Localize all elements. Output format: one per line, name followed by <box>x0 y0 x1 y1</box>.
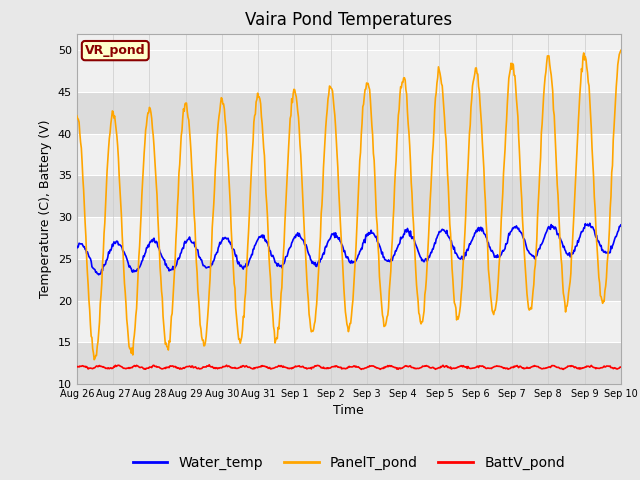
Bar <box>77 217 621 259</box>
Bar <box>77 175 621 217</box>
X-axis label: Time: Time <box>333 405 364 418</box>
Text: VR_pond: VR_pond <box>85 44 145 57</box>
Title: Vaira Pond Temperatures: Vaira Pond Temperatures <box>245 11 452 29</box>
Bar <box>77 134 621 175</box>
Bar <box>77 259 621 300</box>
Y-axis label: Temperature (C), Battery (V): Temperature (C), Battery (V) <box>39 120 52 298</box>
Bar <box>77 342 621 384</box>
Bar <box>77 50 621 92</box>
Legend: Water_temp, PanelT_pond, BattV_pond: Water_temp, PanelT_pond, BattV_pond <box>127 450 571 475</box>
Bar <box>77 92 621 134</box>
Bar <box>77 300 621 342</box>
